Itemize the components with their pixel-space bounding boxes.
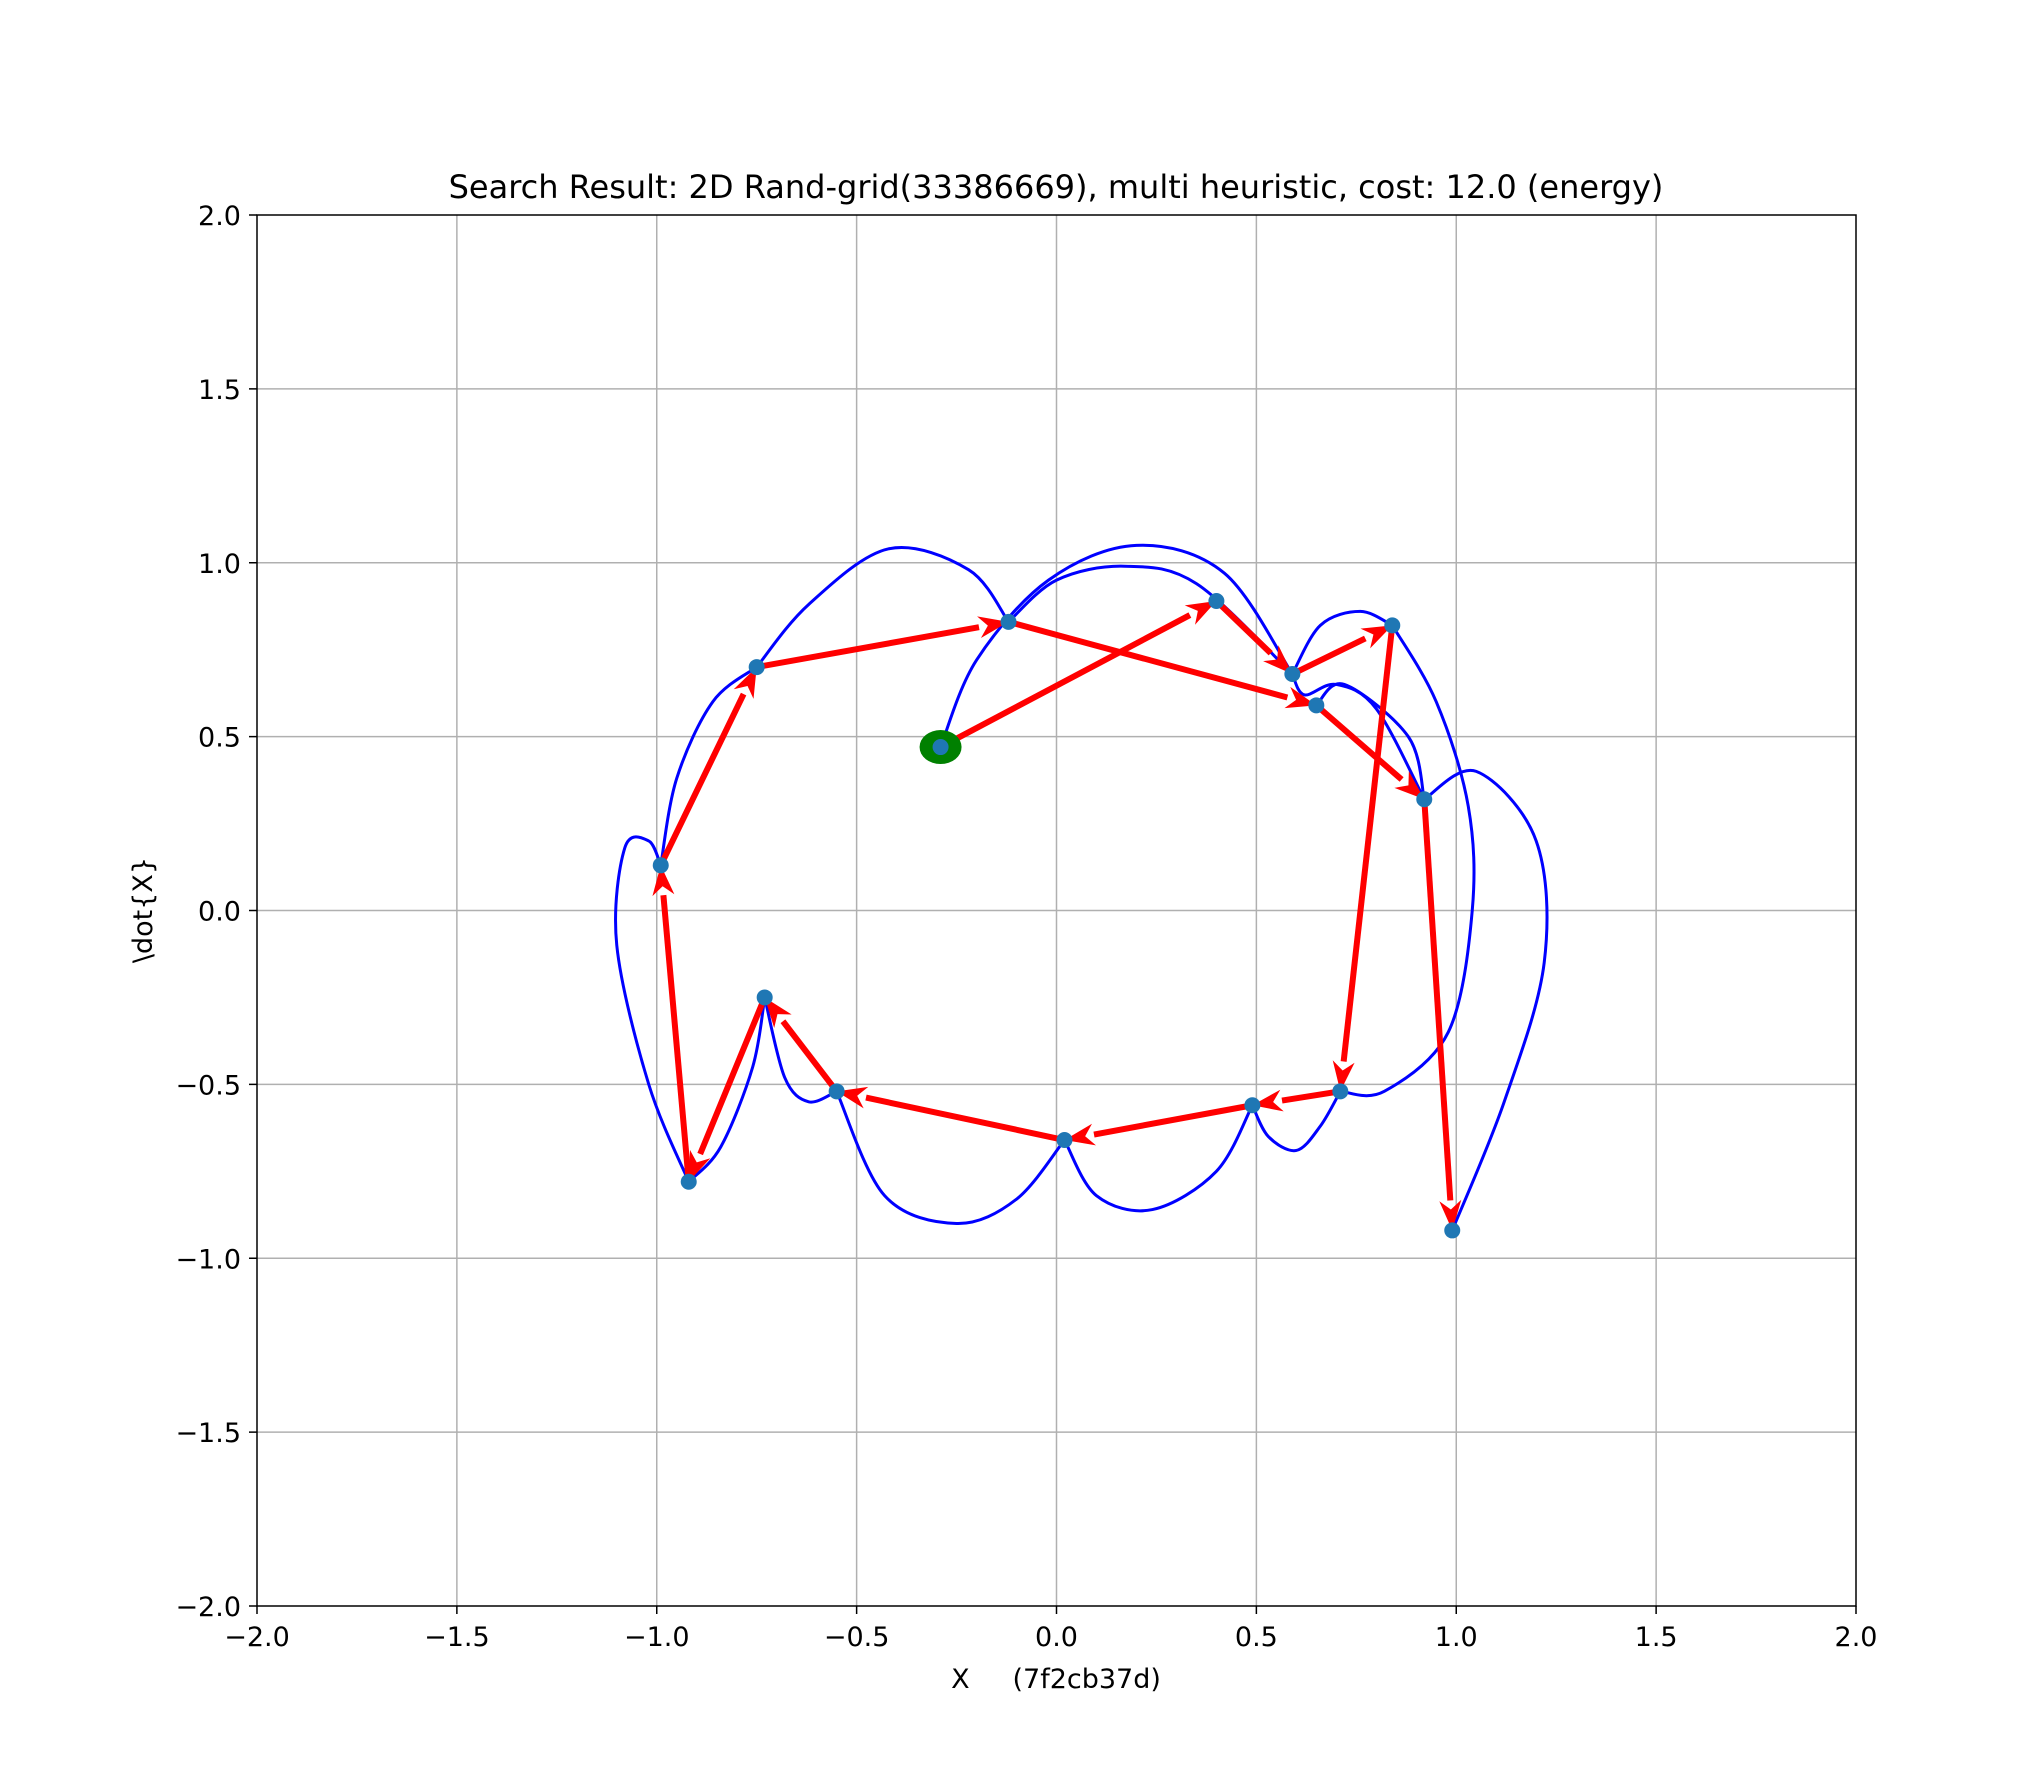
x-tick-label: 2.0 — [1835, 1622, 1878, 1653]
search-arrow-shaft — [1340, 625, 1396, 1062]
trajectory-curve — [1063, 1104, 1254, 1213]
axis-ticks: −2.0 −1.5 −1.0 −0.5 0.0 0.5 1.0 1.5 2.0 −2.0 −1.5 −… — [175, 201, 1877, 1653]
search-arrow-head — [652, 865, 675, 897]
search-arrow-shaft — [697, 996, 768, 1156]
search-arrow-shaft — [780, 1019, 840, 1094]
x-tick-label: 0.0 — [1035, 1622, 1078, 1653]
search-node — [680, 1173, 697, 1190]
y-tick-label: 1.5 — [198, 375, 241, 406]
search-arrow-head — [764, 997, 792, 1028]
x-tick-label: −1.0 — [624, 1622, 690, 1653]
y-tick-label: −0.5 — [175, 1070, 241, 1101]
grid-lines — [257, 215, 1856, 1606]
trajectory-curve — [687, 997, 767, 1183]
search-arrow-shaft — [1007, 618, 1289, 701]
search-arrow-shaft — [660, 894, 692, 1183]
search-arrow-shaft — [1421, 799, 1454, 1201]
search-node — [1208, 593, 1225, 610]
search-arrow-head — [1263, 645, 1293, 675]
search-arrow-shaft — [939, 612, 1192, 750]
search-node — [1332, 1083, 1349, 1100]
search-arrow-shaft — [1093, 1102, 1253, 1138]
search-node — [652, 857, 669, 874]
search-node — [1284, 666, 1301, 683]
trajectory-curve — [939, 543, 1294, 748]
trajectory-curve — [1315, 682, 1426, 800]
search-arrow-head — [1332, 1060, 1355, 1092]
search-node — [1384, 617, 1401, 634]
trajectory-curve — [1340, 624, 1476, 1098]
y-tick-label: 1.0 — [198, 549, 241, 580]
search-arrow-shaft — [865, 1094, 1066, 1143]
chart-title: Search Result: 2D Rand-grid(33386669), m… — [449, 168, 1664, 206]
y-tick-label: −1.5 — [175, 1418, 241, 1449]
search-node — [1308, 697, 1325, 714]
search-node — [1056, 1132, 1073, 1149]
search-node — [932, 739, 949, 756]
trajectory-curve — [763, 997, 838, 1104]
y-tick-label: 2.0 — [198, 201, 241, 232]
search-node — [748, 659, 765, 676]
y-axis-label: \dot{X} — [128, 857, 159, 963]
search-arrow-head — [1439, 1199, 1462, 1231]
search-arrow-head — [733, 667, 757, 699]
trajectory-curve — [1423, 768, 1549, 1231]
search-node — [828, 1083, 845, 1100]
search-arrow-shaft — [756, 624, 980, 671]
trajectory-curve — [659, 665, 758, 866]
x-tick-label: −1.5 — [424, 1622, 490, 1653]
y-tick-label: −1.0 — [175, 1244, 241, 1275]
search-arrows — [652, 598, 1462, 1231]
search-arrow-head — [688, 1149, 711, 1182]
search-arrow-shaft — [1281, 1088, 1341, 1104]
x-axis-label: X (7f2cb37d) — [951, 1664, 1161, 1695]
search-arrow-shaft — [1314, 703, 1404, 782]
search-arrow-shaft — [1291, 635, 1367, 677]
trajectory-curves — [614, 543, 1549, 1231]
trajectory-curve — [1251, 1090, 1342, 1153]
trajectory-curve — [614, 835, 691, 1183]
search-node — [756, 989, 773, 1006]
x-tick-label: −0.5 — [824, 1622, 890, 1653]
search-arrow-head — [1284, 686, 1317, 709]
y-tick-label: −2.0 — [175, 1592, 241, 1623]
search-arrow-shaft — [1214, 598, 1273, 656]
search-arrow-head — [1394, 771, 1425, 800]
search-node — [1000, 613, 1017, 630]
search-node — [1444, 1222, 1461, 1239]
trajectory-curve — [1291, 609, 1393, 675]
x-tick-label: 0.5 — [1235, 1622, 1278, 1653]
trajectory-curve — [835, 1090, 1066, 1225]
x-tick-label: 1.5 — [1635, 1622, 1678, 1653]
search-arrow-head — [1360, 625, 1393, 649]
y-tick-label: 0.5 — [198, 723, 241, 754]
search-node — [1416, 791, 1433, 808]
search-nodes — [652, 593, 1461, 1239]
trajectory-curve — [755, 546, 1010, 669]
search-arrow-head — [1184, 601, 1217, 625]
y-tick-label: 0.0 — [198, 897, 241, 928]
x-tick-label: 1.0 — [1435, 1622, 1478, 1653]
x-tick-label: −2.0 — [224, 1622, 290, 1653]
search-node — [1244, 1097, 1261, 1114]
search-arrow-shaft — [658, 692, 747, 867]
